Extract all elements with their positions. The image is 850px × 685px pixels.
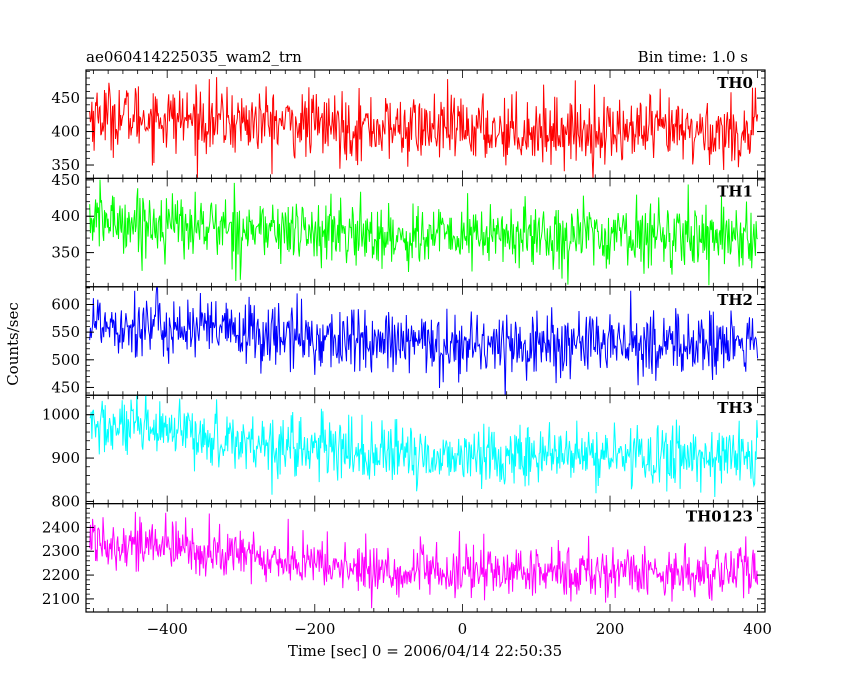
x-tick-label: 400: [743, 620, 772, 638]
series-line-th0123: [89, 511, 759, 609]
panel-label-th1: TH1: [717, 182, 753, 200]
y-tick-label: 2400: [42, 518, 80, 536]
series-line-th0: [89, 77, 759, 179]
y-tick-label: 500: [51, 351, 80, 369]
panel-label-th2: TH2: [717, 291, 753, 309]
y-tick-label: 450: [51, 89, 80, 107]
y-tick-label: 450: [51, 378, 80, 396]
y-tick-label: 2200: [42, 566, 80, 584]
plot-title: ae060414225035_wam2_trn: [86, 48, 302, 66]
y-tick-label: 2300: [42, 542, 80, 560]
y-tick-label: 350: [51, 156, 80, 174]
y-tick-label: 800: [51, 492, 80, 510]
panel-label-th3: TH3: [717, 399, 753, 417]
panel-frame-th0123: [85, 503, 766, 613]
y-axis-label: Counts/sec: [4, 302, 22, 386]
x-tick-label: −200: [294, 620, 335, 638]
y-tick-label: 2100: [42, 590, 80, 608]
x-tick-label: 200: [596, 620, 625, 638]
y-tick-label: 350: [51, 244, 80, 262]
x-axis-label: Time [sec] 0 = 2006/04/14 22:50:35: [288, 642, 562, 660]
x-tick-label: 0: [458, 620, 468, 638]
series-line-th1: [89, 179, 758, 286]
x-tick-label: −400: [147, 620, 188, 638]
y-tick-label: 550: [51, 323, 80, 341]
series-line-th3: [89, 395, 759, 498]
y-tick-label: 600: [51, 295, 80, 313]
y-tick-label: 400: [51, 207, 80, 225]
series-line-th2: [89, 286, 759, 396]
bin-time-label: Bin time: 1.0 s: [638, 48, 748, 66]
panel-label-th0123: TH0123: [686, 508, 753, 526]
y-tick-label: 1000: [42, 406, 80, 424]
panel-label-th0: TH0: [717, 74, 753, 92]
panels-group: 350 400 450 TH0 350 400 450 TH1 450 500 550 600 TH2 8…: [42, 69, 772, 638]
y-tick-label: 450: [51, 171, 80, 189]
y-tick-label: 400: [51, 123, 80, 141]
y-tick-label: 900: [51, 449, 80, 467]
